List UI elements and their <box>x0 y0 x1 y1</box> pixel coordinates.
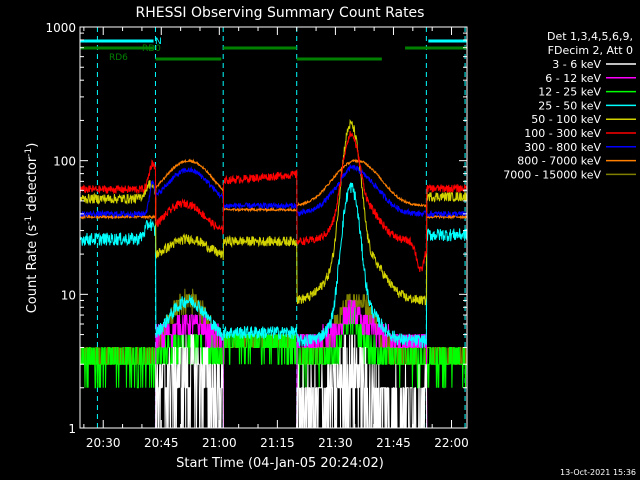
flag-label-n: N <box>155 37 162 47</box>
series-line-5 <box>80 131 467 273</box>
y-axis-label-mid: detector <box>25 156 40 216</box>
y-axis-label-end: ) <box>25 143 40 148</box>
legend-label: 3 - 6 keV <box>552 58 601 71</box>
y-tick-label: 1 <box>68 422 76 436</box>
legend-label: 7000 - 15000 keV <box>503 168 601 181</box>
plot-frame <box>79 26 468 429</box>
flag-label-rd6: RD6 <box>109 53 128 63</box>
series-line-7 <box>80 158 467 220</box>
legend-label: 100 - 300 keV <box>524 127 601 140</box>
x-tick-label: 21:15 <box>260 436 295 450</box>
chart-title: RHESSI Observing Summary Count Rates <box>136 5 425 21</box>
flag-label-rd0: RD0 <box>142 44 161 54</box>
y-tick-label: 1000 <box>45 21 76 35</box>
legend-label: 25 - 50 keV <box>538 99 601 112</box>
y-axis-label-main: Count Rate (s <box>25 225 40 314</box>
x-tick-label: 22:00 <box>434 436 469 450</box>
x-tick-label: 21:45 <box>376 436 411 450</box>
x-tick-label: 20:45 <box>144 436 179 450</box>
legend: Det 1,3,4,5,6,9,FDecim 2, Att 03 - 6 keV… <box>503 30 636 181</box>
x-tick-label: 20:30 <box>86 436 121 450</box>
legend-label: 50 - 100 keV <box>531 113 601 126</box>
x-axis-label: Start Time (04-Jan-05 20:24:02) <box>176 456 384 471</box>
y-axis-label-sup1: -1 <box>24 216 34 225</box>
legend-header-line: Det 1,3,4,5,6,9, <box>547 30 633 43</box>
legend-label: 12 - 25 keV <box>538 86 601 99</box>
series-line-6 <box>80 164 467 219</box>
legend-label: 800 - 7000 keV <box>517 155 601 168</box>
x-tick-label: 21:30 <box>318 436 353 450</box>
series-line-4 <box>80 119 467 306</box>
series-line-3 <box>80 182 467 349</box>
y-tick-label: 100 <box>53 155 76 169</box>
x-tick-label: 21:00 <box>202 436 237 450</box>
legend-label: 300 - 800 keV <box>524 141 601 154</box>
timestamp: 13-Oct-2021 15:36 <box>560 468 636 477</box>
legend-header-line: FDecim 2, Att 0 <box>548 44 633 57</box>
legend-label: 6 - 12 keV <box>545 72 601 85</box>
y-axis-label-sup2: -1 <box>24 148 34 157</box>
y-axis-label: Count Rate (s-1 detector-1) <box>24 143 40 314</box>
y-tick-label: 10 <box>61 288 76 302</box>
